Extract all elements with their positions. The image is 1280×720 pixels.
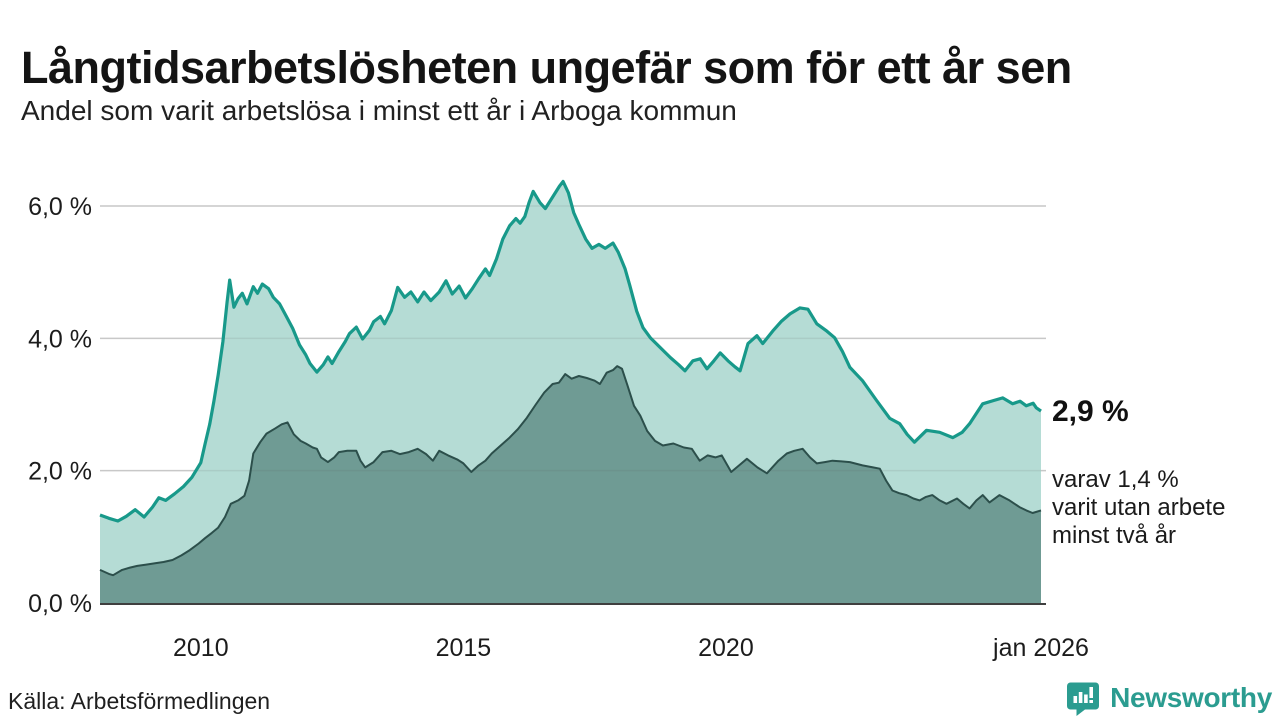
x-tick-label: 2020 [698, 634, 754, 662]
y-tick-label: 6,0 % [28, 193, 92, 221]
y-tick-label: 2,0 % [28, 458, 92, 486]
page-title: Långtidsarbetslösheten ungefär som för e… [21, 42, 1072, 94]
logo-exclamation-dot [1089, 699, 1094, 703]
annotation-line-1: varav 1,4 % [1052, 466, 1179, 493]
x-tick-label: jan 2026 [992, 634, 1089, 662]
line-minst-ett-ar [99, 179, 1042, 523]
area-fill-minst-tva-ar [100, 366, 1041, 603]
line-minst-tva-ar [99, 365, 1042, 577]
source-attribution: Källa: Arbetsförmedlingen [8, 688, 271, 714]
series-detail-annotation: varav 1,4 % varit utan arbete minst två … [1052, 466, 1225, 550]
newsworthy-wordmark: Newsworthy [1110, 682, 1272, 713]
logo-bar-3 [1084, 694, 1088, 703]
series-end-value-label: 2,9 % [1052, 395, 1129, 428]
logo-bar-2 [1078, 691, 1083, 703]
newsworthy-brand: Newsworthy [1065, 679, 1272, 717]
logo-exclamation-bar [1089, 686, 1094, 698]
annotation-line-2: varit utan arbete [1052, 494, 1226, 521]
page-subtitle: Andel som varit arbetslösa i minst ett å… [21, 95, 737, 126]
x-tick-label: 2010 [173, 634, 229, 662]
y-tick-label: 4,0 % [28, 325, 92, 353]
logo-bubble-shape [1067, 682, 1100, 716]
newsworthy-logo-icon [1067, 682, 1100, 716]
annotation-line-3: minst två år [1052, 522, 1177, 549]
x-tick-label: 2015 [436, 634, 492, 662]
y-tick-label: 0,0 % [28, 590, 92, 618]
logo-bar-1 [1073, 695, 1078, 703]
